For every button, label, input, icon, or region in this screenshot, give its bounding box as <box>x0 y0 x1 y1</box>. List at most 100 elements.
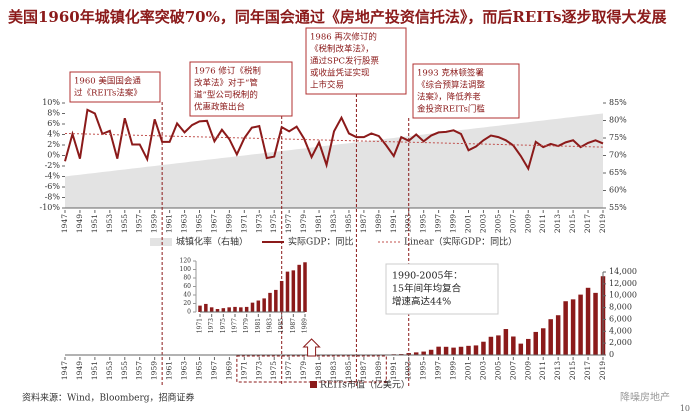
annotation-text: 1960 美国国会通 <box>74 76 141 87</box>
x-tick-label: 1959 <box>150 214 159 233</box>
x-tick-label: 2019 <box>598 361 607 380</box>
gdp-line <box>64 108 604 172</box>
x-tick-label: 2003 <box>478 361 487 380</box>
bar <box>291 270 296 312</box>
bar <box>548 319 553 355</box>
annotation-text: 《综合预算法调整 <box>417 80 486 91</box>
x-tick-label: 1981 <box>255 318 262 333</box>
bar <box>428 349 434 355</box>
annotation-text: 改革法》对于“管 <box>194 78 258 89</box>
x-tick-label: 1951 <box>90 214 99 233</box>
x-tick-label: 1971 <box>239 214 248 233</box>
x-tick-label: 1993 <box>404 361 413 380</box>
bar <box>413 352 419 355</box>
x-tick-label: 1981 <box>314 214 323 233</box>
bar <box>239 307 243 312</box>
bar <box>451 347 456 355</box>
y2-tick-label: 0 <box>609 350 614 359</box>
y-tick-label: 8% <box>47 109 60 118</box>
x-tick-label: 2005 <box>493 214 502 233</box>
y2-tick-label: 14,000 <box>609 267 637 276</box>
y2-tick-label: 6,000 <box>609 314 632 323</box>
slide-title: 美国1960年城镇化率突破70%，同年国会通过《房地产投资信托法》，而后REIT… <box>8 8 667 26</box>
y2-tick-label: 55% <box>609 203 627 212</box>
highlight-box <box>236 355 387 383</box>
bar <box>285 271 290 312</box>
x-tick-label: 1997 <box>434 361 443 380</box>
y-tick-label: -4% <box>45 172 61 181</box>
x-tick-label: 1979 <box>299 361 308 380</box>
bar <box>303 262 307 312</box>
bar <box>593 292 598 355</box>
annotation-box <box>305 27 407 95</box>
x-tick-label: 1971 <box>239 361 248 380</box>
x-tick-label: 1949 <box>75 361 84 380</box>
annotation-text: 1976 修订《税制 <box>194 66 261 77</box>
legend-label: 实际GDP：同比 <box>288 236 353 248</box>
watermark: 降噪房地产 <box>620 391 670 404</box>
bar <box>533 331 538 355</box>
x-tick-label: 1985 <box>344 214 353 233</box>
y-tick-label: -6% <box>45 182 61 191</box>
annotation-text: 或收益凭证实现 <box>310 68 370 79</box>
callout-text: 增速高达44% <box>392 296 451 308</box>
source: 资料来源：Wind，Bloomberg，招商证券 <box>22 392 195 404</box>
x-tick-label: 1999 <box>449 214 458 233</box>
bar <box>443 346 449 355</box>
x-tick-label: 1995 <box>419 361 428 380</box>
bar <box>540 328 546 355</box>
x-tick-label: 1953 <box>105 361 114 380</box>
x-tick-label: 2005 <box>493 361 502 380</box>
x-tick-label: 1955 <box>120 214 129 233</box>
callout-box <box>385 263 499 315</box>
y-tick-label: 60 <box>183 283 191 290</box>
x-tick-label: 1991 <box>389 361 398 380</box>
y2-tick-label: 10,000 <box>609 291 637 300</box>
bar <box>458 346 464 355</box>
x-tick-label: 1965 <box>195 214 204 233</box>
x-tick-label: 1977 <box>232 318 239 333</box>
x-tick-label: 2003 <box>478 214 487 233</box>
annotation-text: 法案》，降低养老 <box>417 92 481 103</box>
bar <box>473 345 479 355</box>
x-tick-label: 1983 <box>329 361 338 380</box>
x-tick-label: 1963 <box>180 361 189 380</box>
bar <box>511 336 516 355</box>
y-tick-label: 80 <box>183 275 191 282</box>
x-tick-label: 1967 <box>209 361 218 380</box>
bar <box>262 298 266 312</box>
x-tick-label: 1955 <box>120 361 129 380</box>
x-tick-label: 1971 <box>197 318 204 333</box>
legend-label: 城镇化率（右轴） <box>176 236 248 248</box>
bar <box>406 353 411 355</box>
y2-tick-label: 8,000 <box>609 303 632 312</box>
y2-tick-label: 75% <box>609 133 627 142</box>
y-tick-label: -8% <box>45 193 61 202</box>
annotation-text: 《税制改革法》， <box>310 44 374 55</box>
x-tick-label: 1967 <box>209 214 218 233</box>
annotation-box <box>69 71 161 103</box>
bar <box>555 315 561 355</box>
x-tick-label: 2017 <box>583 214 592 233</box>
y2-tick-label: 4,000 <box>609 326 632 335</box>
legend-label: Linear（实际GDP：同比） <box>404 236 517 248</box>
y-tick-label: 120 <box>180 258 192 265</box>
x-tick-label: 1987 <box>290 318 297 333</box>
x-tick-label: 1985 <box>344 361 353 380</box>
y-tick-label: 6% <box>47 119 60 128</box>
y-tick-label: 4% <box>47 130 60 139</box>
page-number: 10 <box>680 404 690 413</box>
x-tick-label: 1947 <box>60 214 69 233</box>
x-tick-label: 1957 <box>135 361 144 380</box>
x-tick-label: 1979 <box>299 214 308 233</box>
bar <box>279 280 284 312</box>
y-tick-label: 40 <box>183 292 191 299</box>
y-tick-label: -2% <box>45 161 61 170</box>
y2-tick-label: 2,000 <box>609 338 632 347</box>
x-tick-label: 1973 <box>254 361 263 380</box>
x-tick-label: 1975 <box>220 318 227 333</box>
x-tick-label: 1983 <box>267 318 274 333</box>
x-tick-label: 1989 <box>374 361 383 380</box>
y-tick-label: 20 <box>183 300 191 307</box>
